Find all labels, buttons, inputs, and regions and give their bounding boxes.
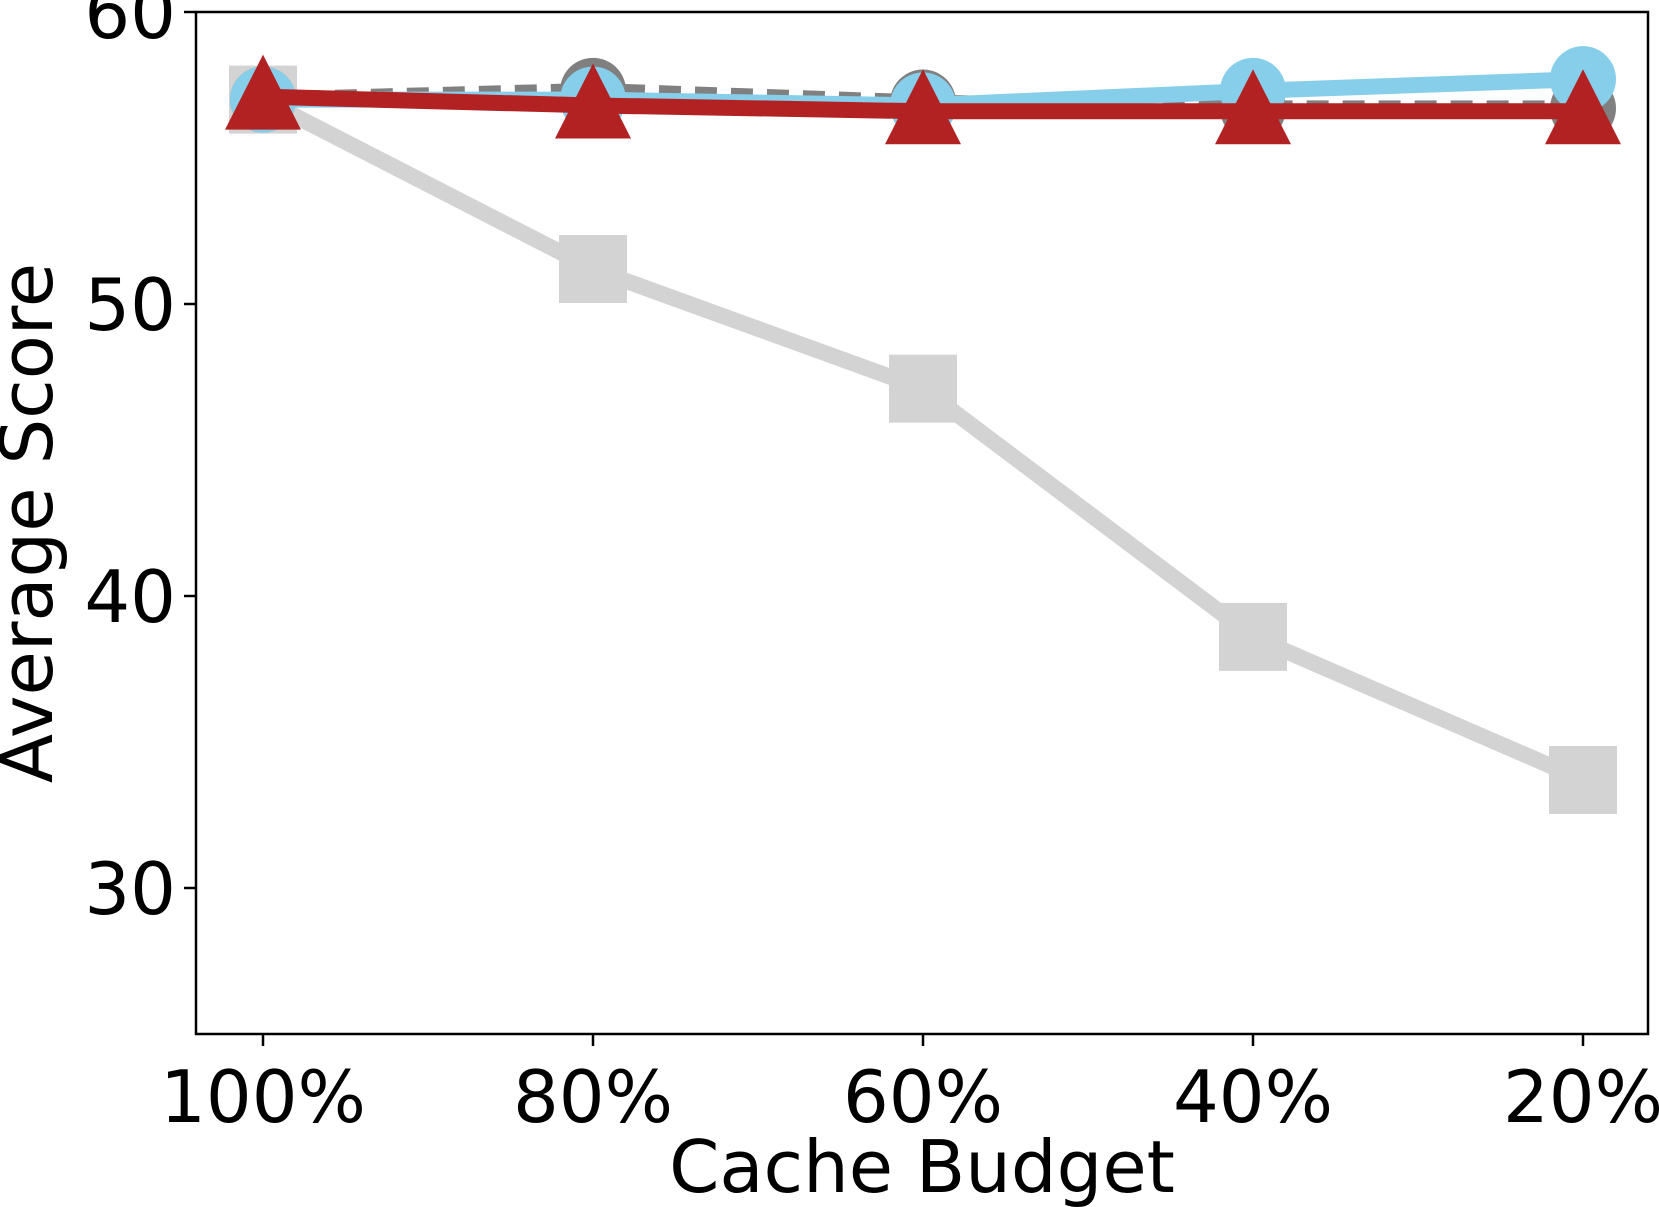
axis-layer: 30 40 50 60 100% 80% 60% 40% 20% — [84, 0, 1659, 1139]
series-4-point — [1545, 69, 1621, 145]
y-tick-label: 30 — [84, 847, 176, 931]
series-4-point — [555, 63, 631, 139]
y-tick-label: 50 — [84, 263, 176, 347]
y-tick-label: 40 — [84, 555, 176, 639]
series-1-point — [559, 234, 627, 303]
series-1-point — [889, 354, 957, 423]
series-4-point — [885, 69, 961, 145]
series-1-line — [259, 92, 1587, 788]
x-tick-label: 60% — [843, 1055, 1003, 1139]
x-axis-label: Cache Budget — [669, 1125, 1175, 1207]
x-tick-label: 80% — [513, 1055, 673, 1139]
series-1-point — [1219, 602, 1287, 671]
plot-frame — [194, 10, 1650, 1036]
series-4-point — [1215, 69, 1291, 145]
x-tick-label: 100% — [160, 1055, 366, 1139]
series-4-point — [225, 54, 301, 130]
y-tick-label: 60 — [84, 0, 176, 55]
series-1-point — [1549, 745, 1617, 814]
x-tick-label: 40% — [1173, 1055, 1333, 1139]
x-tick-label: 20% — [1503, 1055, 1659, 1139]
series-layer — [225, 46, 1621, 814]
y-axis-label: Average Score — [0, 263, 69, 783]
